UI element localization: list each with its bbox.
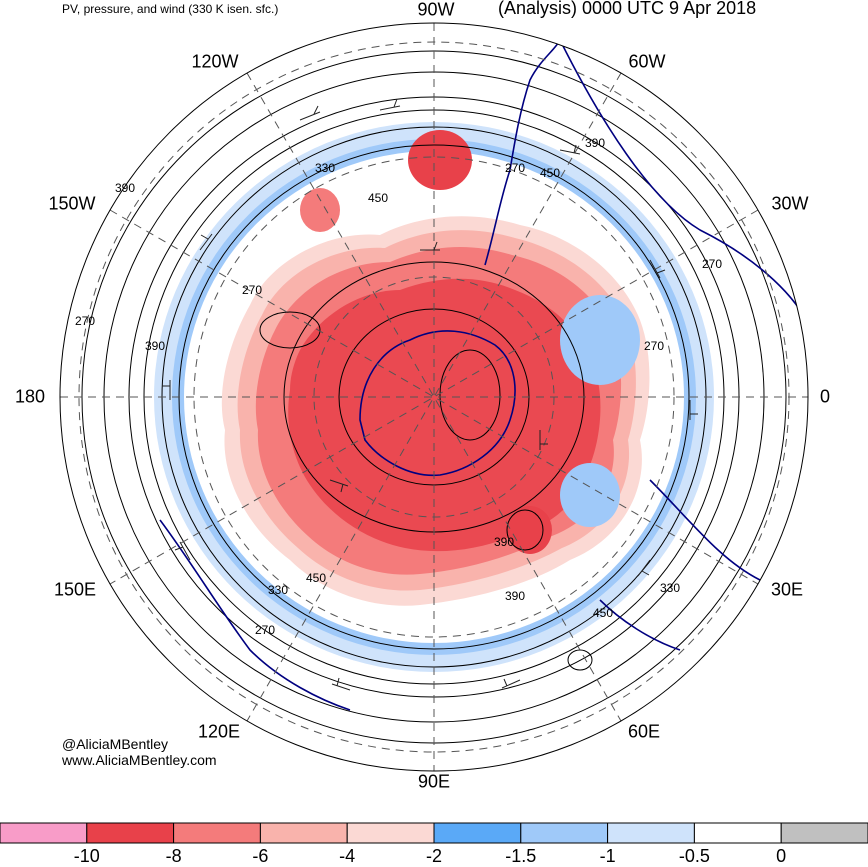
colorbar-bin (0, 822, 88, 844)
coastlines (159, 39, 808, 711)
colorbar-bin (780, 822, 868, 844)
contour-label: 330 (268, 583, 288, 597)
colorbar-tick-label: -4 (339, 846, 356, 866)
lon-label-150e: 150E (53, 579, 97, 600)
lon-label-120w: 120W (191, 51, 239, 72)
contour-label: 390 (494, 535, 514, 549)
contour-label: 450 (306, 571, 326, 585)
contour-label: 390 (115, 181, 135, 195)
colorbar-tick-label: -6 (252, 846, 269, 866)
colorbar-tick-label: -1 (599, 846, 616, 866)
map-border (59, 22, 809, 772)
page-title-right: (Analysis) 0000 UTC 9 Apr 2018 (498, 0, 757, 18)
colorbar-bin (173, 822, 261, 844)
lon-label-90w: 90W (417, 0, 455, 20)
pv-red-patch-north (408, 130, 472, 190)
colorbar-tick-label: -2 (425, 846, 443, 866)
credit-twitter: @AliciaMBentley (62, 736, 169, 752)
wind-barbs (162, 98, 698, 691)
contour-label: 450 (593, 606, 613, 620)
contour-labels: 330 390 450 270 450 390 270 270 390 270 … (75, 136, 722, 637)
pv-red-patch-nw (300, 188, 340, 232)
colorbar-tick-label: -10 (73, 846, 100, 866)
pv-blue-patch-east (560, 295, 640, 385)
contour-label: 390 (145, 339, 165, 353)
contour-label: 270 (644, 339, 664, 353)
credit-website: www.AliciaMBentley.com (62, 752, 217, 768)
colorbar-bin (607, 822, 695, 844)
lon-label-30w: 30W (771, 193, 809, 214)
contour-label: 450 (368, 191, 388, 205)
pv-red-patch-se (508, 506, 552, 554)
lon-label-90e: 90E (417, 771, 451, 792)
contour-label: 270 (242, 283, 262, 297)
lon-label-120e: 120E (197, 721, 241, 742)
contour-label: 270 (255, 623, 275, 637)
contour-label: 390 (505, 589, 525, 603)
contour-label: 270 (505, 161, 525, 175)
lon-label-150w: 150W (48, 193, 96, 214)
graticule (60, 23, 808, 771)
contour-label: 450 (540, 166, 560, 180)
contour-label: 330 (660, 581, 680, 595)
colorbar-bin (693, 822, 782, 844)
colorbar-tick-label: 0 (776, 846, 787, 866)
page-title-left: PV, pressure, and wind (330 K isen. sfc.… (62, 2, 279, 16)
lon-label-30e: 30E (770, 579, 804, 600)
colorbar-bin (86, 822, 175, 844)
colorbar-bin (433, 822, 522, 844)
contour-label: 390 (585, 136, 605, 150)
contour-label: 270 (702, 257, 722, 271)
pv-blue-patch-east-2 (560, 463, 620, 527)
lon-label-180: 180 (14, 386, 46, 407)
colorbar-bin (520, 822, 609, 844)
colorbar-bin (259, 822, 348, 844)
polar-map: 330 390 450 270 450 390 270 270 390 270 … (59, 22, 809, 772)
lon-label-0: 0 (819, 386, 831, 407)
colorbar-tick-label: -0.5 (678, 846, 710, 866)
colorbar (0, 822, 868, 844)
lon-label-60e: 60E (627, 721, 661, 742)
colorbar-tick-label: -8 (165, 846, 182, 866)
contour-label: 330 (315, 161, 335, 175)
colorbar-bin (346, 822, 435, 844)
contour-label: 270 (75, 314, 95, 328)
lon-label-60w: 60W (628, 51, 666, 72)
colorbar-tick-label: -1.5 (505, 846, 537, 866)
